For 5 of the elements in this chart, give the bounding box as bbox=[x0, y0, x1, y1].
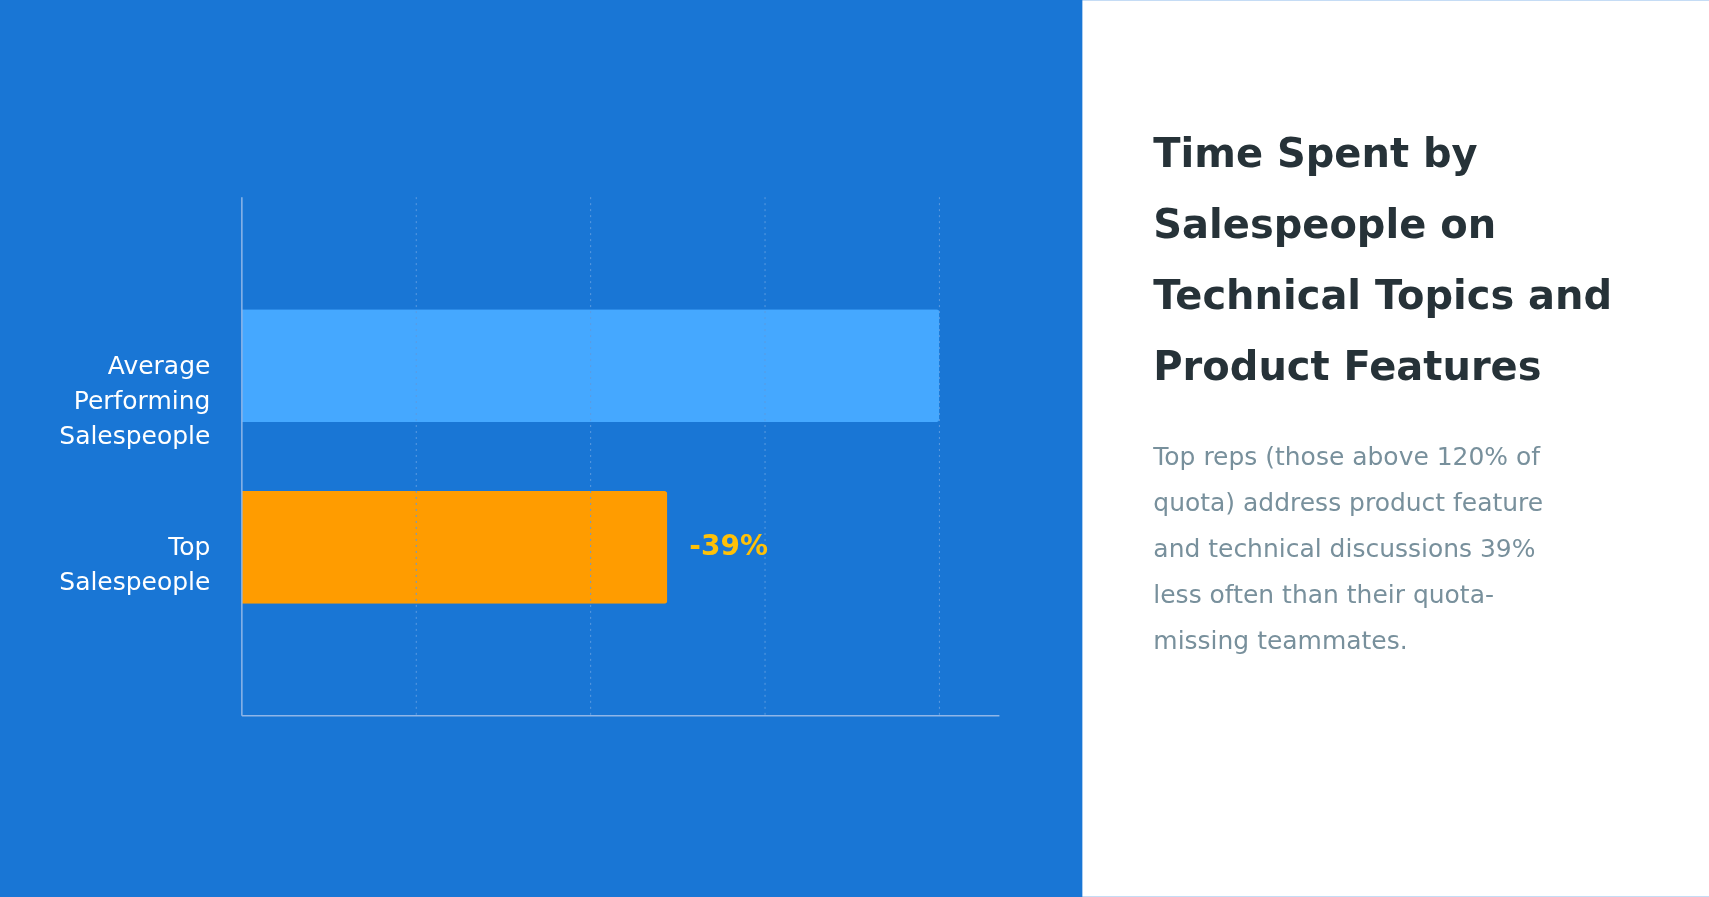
y-tick-label: Top Salespeople bbox=[59, 532, 211, 597]
annotation: -39% bbox=[689, 529, 768, 563]
y-tick-label: Average Performing Salespeople bbox=[59, 350, 211, 450]
text: Time Spent by Salespeople on Technical Topics and Product Features bbox=[1153, 130, 1613, 390]
text: Top reps (those above 120% of quota) address product feature and technical discussions 39% less often than their quota-missing teammates. bbox=[1152, 441, 1544, 655]
